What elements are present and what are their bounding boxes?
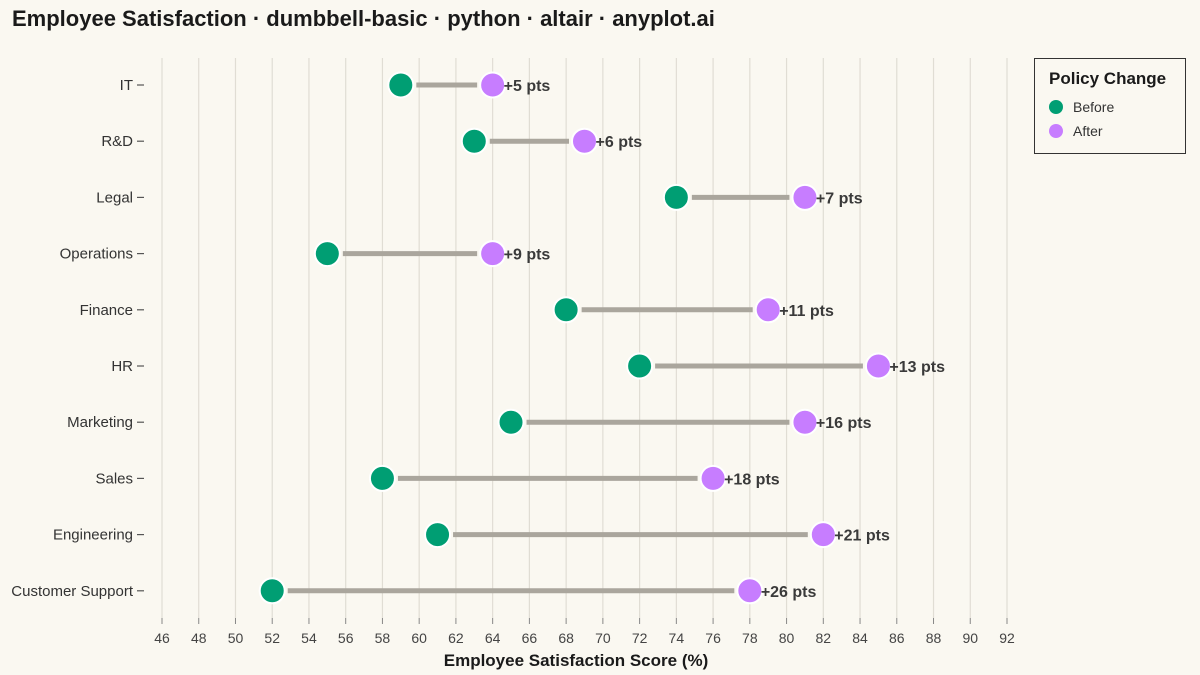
x-tick-label: 66 [522,630,538,646]
category-label: Sales [95,470,133,487]
x-tick-label: 46 [154,630,170,646]
x-tick-label: 68 [558,630,574,646]
before-dot [460,127,488,155]
x-tick-label: 72 [632,630,648,646]
x-tick-label: 82 [816,630,832,646]
category-label: Engineering [53,527,133,544]
x-tick-label: 84 [852,630,868,646]
x-tick-label: 48 [191,630,207,646]
delta-label: +16 pts [816,415,872,432]
category-label: Operations [60,246,133,263]
x-tick-label: 74 [669,630,685,646]
after-dot [699,464,727,492]
x-tick-label: 58 [375,630,391,646]
legend-swatch-after [1049,124,1063,138]
legend-title: Policy Change [1049,69,1167,88]
category-label: Marketing [67,414,133,431]
chart-title: Employee Satisfaction · dumbbell-basic ·… [12,6,715,31]
category-label: Customer Support [11,583,134,600]
legend: Policy Change Before After [1034,58,1186,154]
after-dot [791,183,819,211]
before-dot [368,464,396,492]
before-dot [387,71,415,99]
x-tick-label: 70 [595,630,611,646]
after-dot [791,408,819,436]
legend-item-after: After [1049,119,1171,143]
dots [258,71,892,605]
category-label: Finance [80,302,133,319]
legend-label-before: Before [1073,99,1115,115]
x-tick-label: 64 [485,630,501,646]
x-tick-label: 62 [448,630,464,646]
before-dot [552,296,580,324]
delta-label: +7 pts [816,190,863,207]
after-dot [479,71,507,99]
category-label: HR [111,358,133,375]
delta-label: +6 pts [596,134,643,151]
before-dot [258,577,286,605]
after-dot [754,296,782,324]
category-label: IT [120,77,133,94]
delta-label: +9 pts [504,247,551,264]
delta-label: +26 pts [761,584,817,601]
legend-swatch-before [1049,100,1063,114]
x-tick-label: 78 [742,630,758,646]
delta-label: +21 pts [834,528,890,545]
legend-item-before: Before [1049,95,1171,119]
x-tick-label: 80 [779,630,795,646]
x-tick-label: 54 [301,630,317,646]
after-dot [571,127,598,155]
after-dot [809,521,837,549]
x-tick-label: 90 [962,630,978,646]
before-dot [626,352,654,380]
delta-label: +13 pts [889,359,945,376]
delta-labels: +5 pts +6 pts +7 pts +9 pts +11 pts +13 pts +1… [504,78,945,601]
connectors [287,82,863,594]
x-tick-label: 92 [999,630,1015,646]
x-tick-label: 60 [411,630,427,646]
delta-label: +11 pts [779,303,834,320]
category-axis: IT R&D Legal Operations Finance HR Marketing Sa… [11,77,144,600]
before-dot [497,408,525,436]
after-dot [864,352,892,380]
after-dot [479,240,507,268]
category-label: Legal [96,189,133,206]
delta-label: +18 pts [724,471,780,488]
x-tick-label: 86 [889,630,905,646]
x-tick-label: 88 [926,630,942,646]
before-dot [662,183,690,211]
x-axis-title: Employee Satisfaction Score (%) [444,651,709,670]
x-tick-label: 52 [264,630,280,646]
x-tick-label: 56 [338,630,354,646]
x-tick-label: 50 [228,630,244,646]
before-dot [313,240,341,268]
x-tick-label: 76 [705,630,721,646]
x-axis: 46 48 50 52 54 56 58 60 62 64 66 68 70 72 74 76 78 80 82 84… [154,618,1015,646]
category-label: R&D [101,133,133,150]
before-dot [424,521,452,549]
delta-label: +5 pts [504,78,551,95]
legend-label-after: After [1073,123,1103,139]
after-dot [736,577,764,605]
